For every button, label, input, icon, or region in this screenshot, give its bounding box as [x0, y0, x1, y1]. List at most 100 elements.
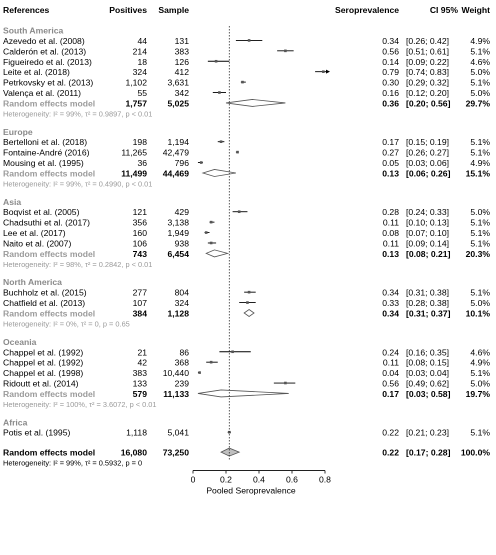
study-weight: 4.9%	[470, 36, 490, 46]
overall-positives: 16,080	[121, 448, 148, 458]
study-weight: 5.0%	[470, 207, 490, 217]
summary-ci: [0.06; 0.26]	[406, 168, 451, 178]
estimate-marker	[284, 381, 287, 385]
estimate-marker	[284, 49, 287, 53]
study-label: Chappel et al. (1992)	[3, 358, 83, 368]
study-weight: 5.1%	[470, 137, 490, 147]
group-heterogeneity: Heterogeneity: I² = 98%, τ² = 0.2842, p …	[3, 260, 152, 269]
study-sample: 1,949	[167, 228, 189, 238]
study-seroprevalence: 0.27	[382, 148, 399, 158]
study-ci: [0.08; 0.15]	[406, 358, 449, 368]
summary-positives: 579	[133, 389, 148, 399]
study-positives: 277	[133, 288, 148, 298]
summary-ci: [0.20; 0.56]	[406, 98, 451, 108]
study-seroprevalence: 0.56	[382, 46, 399, 56]
study-ci: [0.16; 0.35]	[406, 347, 449, 357]
study-label: Petrkovsky et al. (2013)	[3, 78, 93, 88]
summary-ci: [0.03; 0.58]	[406, 389, 451, 399]
summary-label: Random effects model	[3, 309, 95, 319]
estimate-marker	[214, 59, 218, 63]
study-sample: 5,041	[167, 428, 189, 438]
overall-weight: 100.0%	[461, 448, 491, 458]
group-heterogeneity: Heterogeneity: I² = 100%, τ² = 3.6072, p…	[3, 400, 157, 409]
study-seroprevalence: 0.33	[382, 298, 399, 308]
study-sample: 42,479	[163, 148, 190, 158]
study-label: Chadsuthi et al. (2017)	[3, 218, 90, 228]
summary-label: Random effects model	[3, 249, 95, 259]
header-seroprevalence: Seroprevalence	[335, 5, 399, 15]
study-ci: [0.07; 0.10]	[406, 228, 449, 238]
summary-sample: 11,133	[163, 389, 189, 399]
study-seroprevalence: 0.04	[382, 368, 399, 378]
study-ci: [0.09; 0.14]	[406, 238, 449, 248]
estimate-marker	[322, 70, 325, 73]
study-ci: [0.49; 0.62]	[406, 379, 449, 389]
study-positives: 383	[133, 368, 148, 378]
study-weight: 5.0%	[470, 67, 490, 77]
summary-seroprevalence: 0.13	[382, 249, 399, 259]
study-weight: 4.6%	[470, 347, 490, 357]
study-label: Bertelloni et al. (2018)	[3, 137, 87, 147]
study-sample: 342	[175, 88, 190, 98]
study-weight: 5.0%	[470, 379, 490, 389]
x-tick-label: 0.6	[286, 475, 298, 485]
study-seroprevalence: 0.30	[382, 78, 399, 88]
study-label: Azevedo et al. (2008)	[3, 36, 85, 46]
study-seroprevalence: 0.17	[382, 137, 399, 147]
study-positives: 55	[137, 88, 147, 98]
ci-arrow	[326, 69, 330, 74]
study-seroprevalence: 0.14	[382, 57, 399, 67]
study-label: Mousing et al. (1995)	[3, 158, 84, 168]
estimate-marker	[231, 350, 234, 354]
study-sample: 429	[175, 207, 190, 217]
summary-positives: 11,499	[121, 168, 147, 178]
study-weight: 5.0%	[470, 298, 490, 308]
study-sample: 324	[175, 298, 190, 308]
study-sample: 3,138	[167, 218, 189, 228]
study-label: Ridoutt et al. (2014)	[3, 379, 79, 389]
study-label: Naito et al. (2007)	[3, 238, 71, 248]
study-label: Figueiredo et al. (2013)	[3, 57, 92, 67]
estimate-marker	[204, 231, 208, 234]
group-heading: Europe	[3, 127, 33, 137]
summary-label: Random effects model	[3, 168, 95, 178]
header-references: References	[3, 5, 50, 15]
study-ci: [0.03; 0.04]	[406, 368, 449, 378]
study-ci: [0.03; 0.06]	[406, 158, 449, 168]
summary-weight: 10.1%	[466, 309, 491, 319]
study-positives: 1,118	[126, 428, 147, 438]
study-label: Potis et al. (1995)	[3, 428, 70, 438]
group-heterogeneity: Heterogeneity: I² = 0%, τ² = 0, p = 0.65	[3, 319, 130, 328]
study-positives: 324	[133, 67, 148, 77]
study-weight: 5.1%	[470, 288, 490, 298]
study-seroprevalence: 0.05	[382, 158, 399, 168]
study-weight: 5.1%	[470, 428, 490, 438]
summary-weight: 20.3%	[466, 249, 491, 259]
study-positives: 106	[133, 238, 148, 248]
estimate-marker	[247, 290, 251, 294]
study-positives: 18	[137, 57, 147, 67]
summary-positives: 743	[133, 249, 148, 259]
study-seroprevalence: 0.24	[382, 347, 399, 357]
summary-weight: 19.7%	[466, 389, 491, 399]
estimate-marker	[209, 220, 213, 224]
overall-sample: 73,250	[163, 448, 190, 458]
study-seroprevalence: 0.11	[383, 218, 399, 228]
study-seroprevalence: 0.34	[382, 288, 399, 298]
group-heading: North America	[3, 277, 62, 287]
study-sample: 368	[175, 358, 190, 368]
summary-diamond	[197, 389, 289, 398]
summary-diamond	[243, 309, 255, 317]
summary-positives: 1,757	[125, 98, 147, 108]
study-positives: 1,102	[125, 78, 147, 88]
study-seroprevalence: 0.34	[382, 36, 399, 46]
study-seroprevalence: 0.79	[382, 67, 399, 77]
study-positives: 107	[133, 298, 148, 308]
estimate-marker	[218, 91, 221, 94]
summary-weight: 29.7%	[466, 98, 491, 108]
study-weight: 5.1%	[470, 228, 490, 238]
summary-sample: 44,469	[163, 168, 190, 178]
overall-seroprevalence: 0.22	[382, 448, 399, 458]
summary-label: Random effects model	[3, 98, 95, 108]
overall-label: Random effects model	[3, 448, 95, 458]
